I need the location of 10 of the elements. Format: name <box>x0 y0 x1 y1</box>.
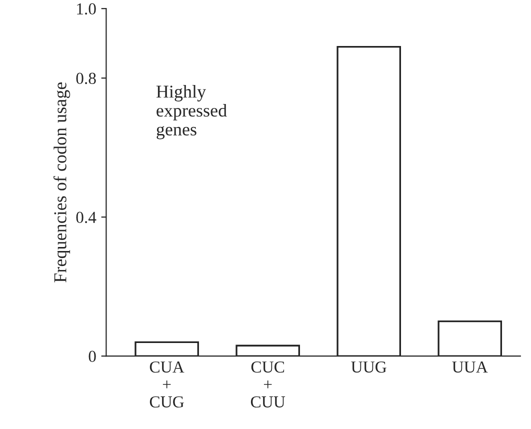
x-tick-label: CUC + CUU <box>250 361 286 408</box>
y-tick-label: 1.0 <box>77 3 96 15</box>
y-axis-title: Frequencies of codon usage <box>53 82 70 282</box>
x-tick-label: UUA <box>452 361 488 373</box>
x-tick-label: CUA + CUG <box>150 361 184 408</box>
y-tick-label: 0.4 <box>76 212 96 224</box>
annotation: Highly expressed genes <box>156 85 227 140</box>
y-tick-label: 0 <box>88 350 96 362</box>
x-tick-label: UUG <box>351 361 386 373</box>
y-tick-label: 0.8 <box>76 72 96 84</box>
